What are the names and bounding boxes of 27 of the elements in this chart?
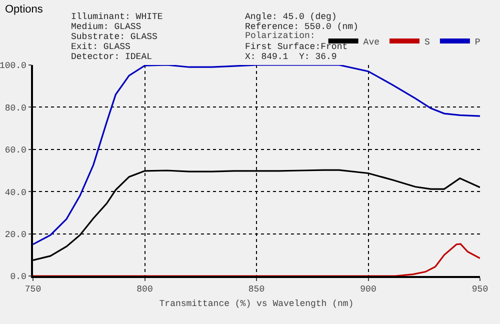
text: Illuminant: WHITE: [71, 12, 163, 22]
x-tick-label: 850: [248, 284, 265, 295]
y-tick-label: 0.0: [10, 272, 26, 282]
y-tick-label: 60.0: [4, 146, 26, 156]
legend-label: S: [424, 38, 430, 48]
x-tick-label: 750: [24, 284, 42, 295]
text: X: 849.1 Y: 36.9: [245, 52, 337, 62]
text: Exit: GLASS: [71, 42, 130, 52]
legend-title: Polarization:: [245, 31, 316, 42]
y-tick-label: 80.0: [4, 103, 26, 114]
text: Medium: GLASS: [71, 22, 142, 32]
text: First Surface:Front: [245, 42, 348, 52]
text: Detector: IDEAL: [71, 52, 152, 62]
line-series: [33, 65, 480, 246]
x-axis-title: Transmittance (%) vs Wavelength (nm): [159, 298, 354, 309]
text: Reference: 550.0 (nm): [245, 22, 358, 32]
x-tick-label: 950: [472, 284, 488, 295]
text: Angle: 45.0 (deg): [245, 12, 337, 22]
text: Substrate: GLASS: [71, 32, 158, 42]
y-tick-label: 20.0: [4, 230, 26, 240]
y-tick-label: 100.0: [0, 61, 26, 72]
legend-label: Ave: [363, 38, 380, 48]
x-tick-label: 800: [136, 284, 153, 295]
x-tick-label: 900: [360, 284, 376, 295]
y-tick-label: 40.0: [4, 188, 26, 198]
chart-title: Options: [5, 4, 44, 16]
legend-label: P: [474, 38, 480, 48]
